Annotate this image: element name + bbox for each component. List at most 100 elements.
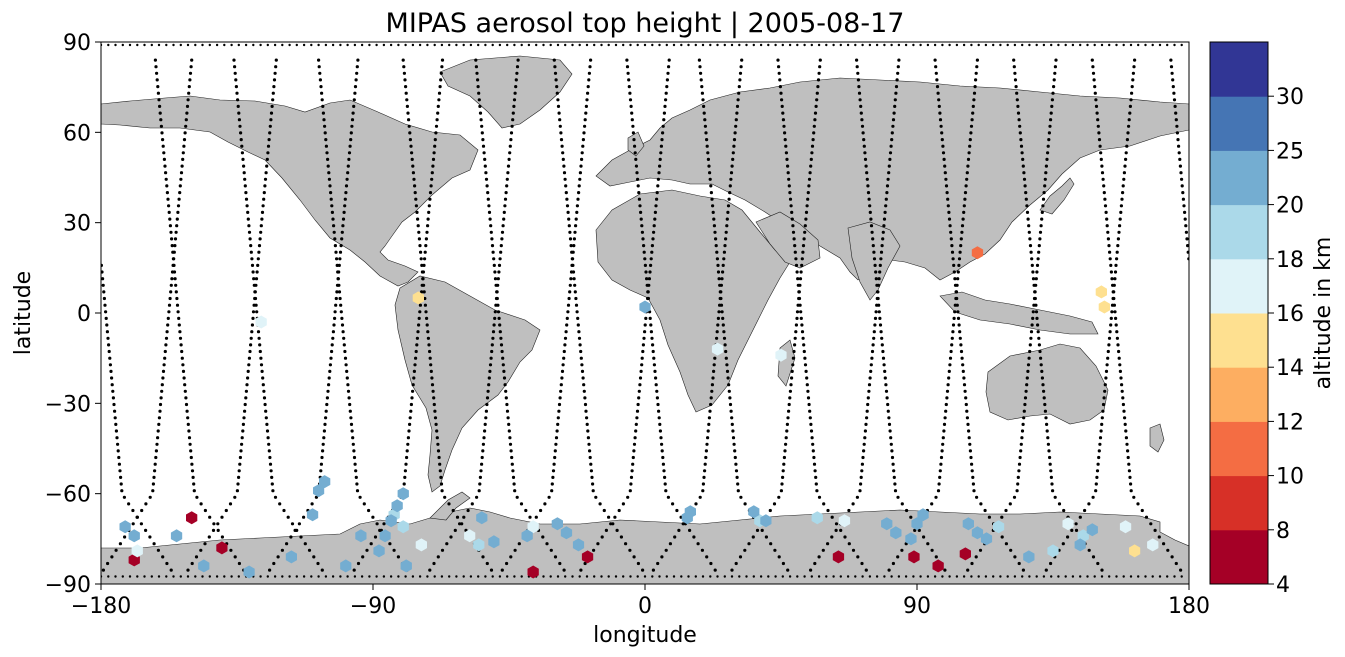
track-dot bbox=[633, 144, 637, 148]
track-dot bbox=[157, 98, 161, 102]
track-dot bbox=[663, 475, 667, 479]
track-dot bbox=[1018, 131, 1022, 135]
track-dot bbox=[930, 502, 934, 506]
track-dot bbox=[181, 369, 186, 373]
track-dot bbox=[944, 184, 949, 188]
track-dot bbox=[639, 210, 643, 214]
track-dot bbox=[731, 151, 735, 155]
track-dot bbox=[1129, 43, 1133, 47]
track-dot bbox=[180, 164, 184, 168]
track-dot bbox=[783, 138, 787, 142]
track-dot bbox=[160, 131, 164, 135]
track-dot bbox=[1129, 489, 1133, 493]
track-dot bbox=[102, 290, 106, 294]
track-dot bbox=[776, 58, 780, 62]
track-dot bbox=[422, 290, 426, 294]
track-dot bbox=[1074, 522, 1078, 526]
track-dot bbox=[331, 336, 335, 340]
track-dot bbox=[706, 151, 710, 155]
track-dot bbox=[237, 111, 241, 115]
track-dot bbox=[1042, 575, 1046, 578]
track-dot bbox=[144, 502, 148, 506]
track-dot bbox=[584, 104, 589, 108]
track-dot bbox=[1130, 91, 1134, 95]
track-dot bbox=[353, 575, 357, 578]
track-dot bbox=[322, 118, 326, 122]
track-dot bbox=[179, 177, 183, 181]
track-dot bbox=[342, 336, 346, 340]
track-dot bbox=[330, 210, 334, 214]
track-dot bbox=[165, 575, 168, 578]
track-dot bbox=[432, 151, 436, 155]
track-dot bbox=[345, 177, 349, 181]
track-dot bbox=[880, 244, 884, 248]
track-dot bbox=[737, 91, 741, 95]
track-dot bbox=[423, 250, 427, 254]
track-dot bbox=[656, 177, 661, 181]
track-dot bbox=[655, 389, 659, 393]
track-dot bbox=[175, 296, 179, 301]
track-dot bbox=[1179, 568, 1183, 572]
track-dot bbox=[350, 118, 355, 122]
track-dot bbox=[181, 157, 185, 161]
track-dot bbox=[960, 224, 965, 228]
track-dot bbox=[344, 191, 348, 195]
track-dot bbox=[1046, 144, 1050, 148]
track-dot bbox=[365, 548, 369, 552]
track-dot bbox=[349, 422, 354, 426]
track-dot bbox=[968, 138, 972, 142]
track-dot bbox=[701, 482, 706, 486]
track-dot bbox=[699, 71, 703, 75]
track-dot bbox=[252, 277, 256, 281]
track-dot bbox=[154, 449, 158, 453]
track-dot bbox=[324, 575, 328, 578]
track-dot bbox=[310, 43, 313, 47]
track-dot bbox=[402, 482, 406, 486]
track-dot bbox=[959, 343, 963, 347]
track-dot bbox=[876, 283, 881, 287]
track-dot bbox=[114, 548, 118, 552]
track-dot bbox=[658, 43, 661, 47]
track-dot bbox=[593, 575, 596, 578]
track-dot bbox=[1114, 316, 1118, 320]
track-dot bbox=[426, 217, 430, 221]
track-dot bbox=[704, 131, 708, 135]
track-dot bbox=[1091, 65, 1095, 69]
track-dot bbox=[655, 396, 660, 400]
track-dot bbox=[632, 442, 637, 446]
track-dot bbox=[155, 71, 159, 75]
track-dot bbox=[388, 542, 392, 546]
track-dot bbox=[295, 43, 298, 47]
track-dot bbox=[499, 336, 503, 340]
track-dot bbox=[340, 316, 344, 320]
colorbar-tick-label: 18 bbox=[1276, 248, 1304, 273]
track-dot bbox=[1178, 164, 1182, 168]
track-dot bbox=[104, 310, 108, 314]
track-dot bbox=[493, 316, 497, 320]
track-dot bbox=[117, 455, 121, 460]
track-dot bbox=[727, 389, 731, 393]
track-dot bbox=[700, 85, 704, 89]
track-dot bbox=[877, 310, 881, 314]
track-dot bbox=[239, 131, 243, 135]
track-dot bbox=[455, 515, 460, 519]
track-dot bbox=[878, 323, 883, 327]
track-dot bbox=[173, 237, 178, 241]
colorbar-tick-label: 14 bbox=[1276, 356, 1304, 381]
track-dot bbox=[506, 575, 509, 578]
track-dot bbox=[707, 164, 711, 168]
track-dot bbox=[588, 65, 592, 69]
track-dot bbox=[184, 396, 188, 400]
track-dot bbox=[233, 495, 237, 499]
track-dot bbox=[1186, 250, 1189, 254]
track-dot bbox=[1016, 104, 1020, 108]
track-dot bbox=[667, 65, 671, 69]
track-dot bbox=[778, 78, 782, 82]
track-dot bbox=[638, 204, 642, 208]
track-dot bbox=[556, 43, 560, 47]
track-dot bbox=[780, 482, 784, 486]
track-dot bbox=[890, 131, 894, 135]
track-dot bbox=[321, 449, 325, 453]
track-dot bbox=[253, 296, 257, 301]
track-dot bbox=[244, 389, 248, 393]
